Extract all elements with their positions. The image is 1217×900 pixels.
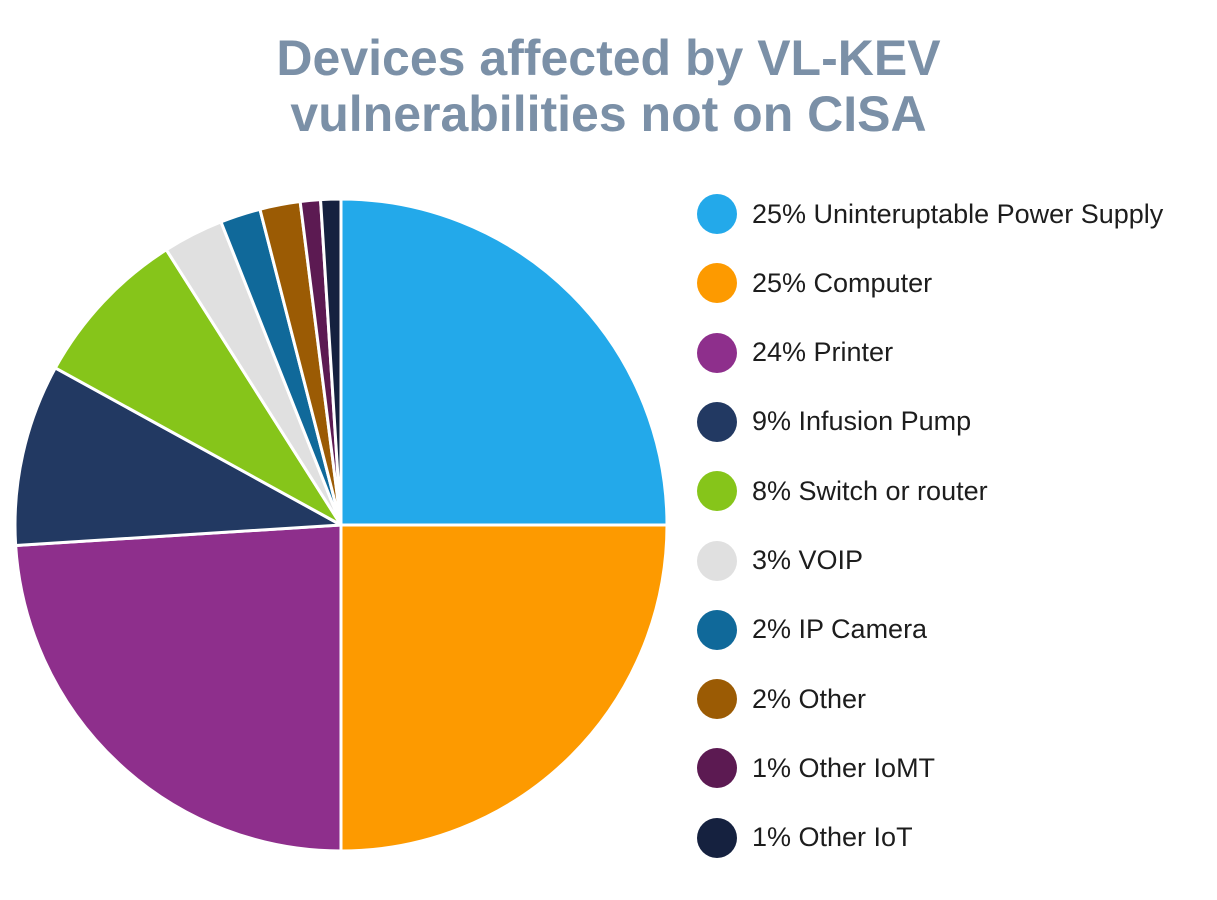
legend-swatch <box>697 401 737 442</box>
pie-slice-0 <box>339 197 669 527</box>
pie-slice-3 <box>13 366 343 547</box>
legend-item: 25% Computer <box>697 263 933 304</box>
legend-label: 8% Switch or router <box>752 475 988 506</box>
legend-swatch <box>697 817 737 858</box>
legend-swatch <box>697 540 737 581</box>
chart-title-line-1: Devices affected by VL-KEV <box>276 30 941 86</box>
legend-item: 1% Other IoT <box>697 817 913 858</box>
legend-swatch <box>697 332 737 373</box>
legend-item: 3% VOIP <box>697 540 864 581</box>
pie-slice-2 <box>14 523 343 853</box>
legend-label: 1% Other IoMT <box>752 752 936 783</box>
legend-swatch <box>697 471 737 512</box>
chart-title: Devices affected by VL-KEV vulnerabiliti… <box>0 30 1217 142</box>
legend-swatch <box>697 679 737 720</box>
legend-label: 2% IP Camera <box>752 614 928 645</box>
legend-item: 2% IP Camera <box>697 609 928 650</box>
pie-slice-4 <box>53 248 343 527</box>
legend-swatch <box>697 609 737 650</box>
legend-item: 8% Switch or router <box>697 471 988 512</box>
legend-item: 9% Infusion Pump <box>697 401 972 442</box>
legend-swatch <box>697 748 737 789</box>
legend-label: 25% Uninteruptable Power Supply <box>752 198 1164 229</box>
pie-slice-1 <box>339 523 669 853</box>
legend-item: 24% Printer <box>697 332 894 373</box>
legend-swatch <box>697 194 737 234</box>
chart-title-line-2: vulnerabilities not on CISA <box>290 86 927 142</box>
legend-item: 2% Other <box>697 679 867 720</box>
legend-item: 25% Uninteruptable Power Supply <box>697 194 1163 234</box>
legend-label: 24% Printer <box>752 337 894 368</box>
legend-label: 9% Infusion Pump <box>752 406 972 437</box>
pie-slice-9 <box>319 197 343 527</box>
legend-swatch <box>697 263 737 304</box>
legend-label: 1% Other IoT <box>752 822 913 853</box>
legend-label: 25% Computer <box>752 267 933 298</box>
legend-item: 1% Other IoMT <box>697 748 936 789</box>
legend-label: 3% VOIP <box>752 545 864 575</box>
legend-label: 2% Other <box>752 683 867 714</box>
